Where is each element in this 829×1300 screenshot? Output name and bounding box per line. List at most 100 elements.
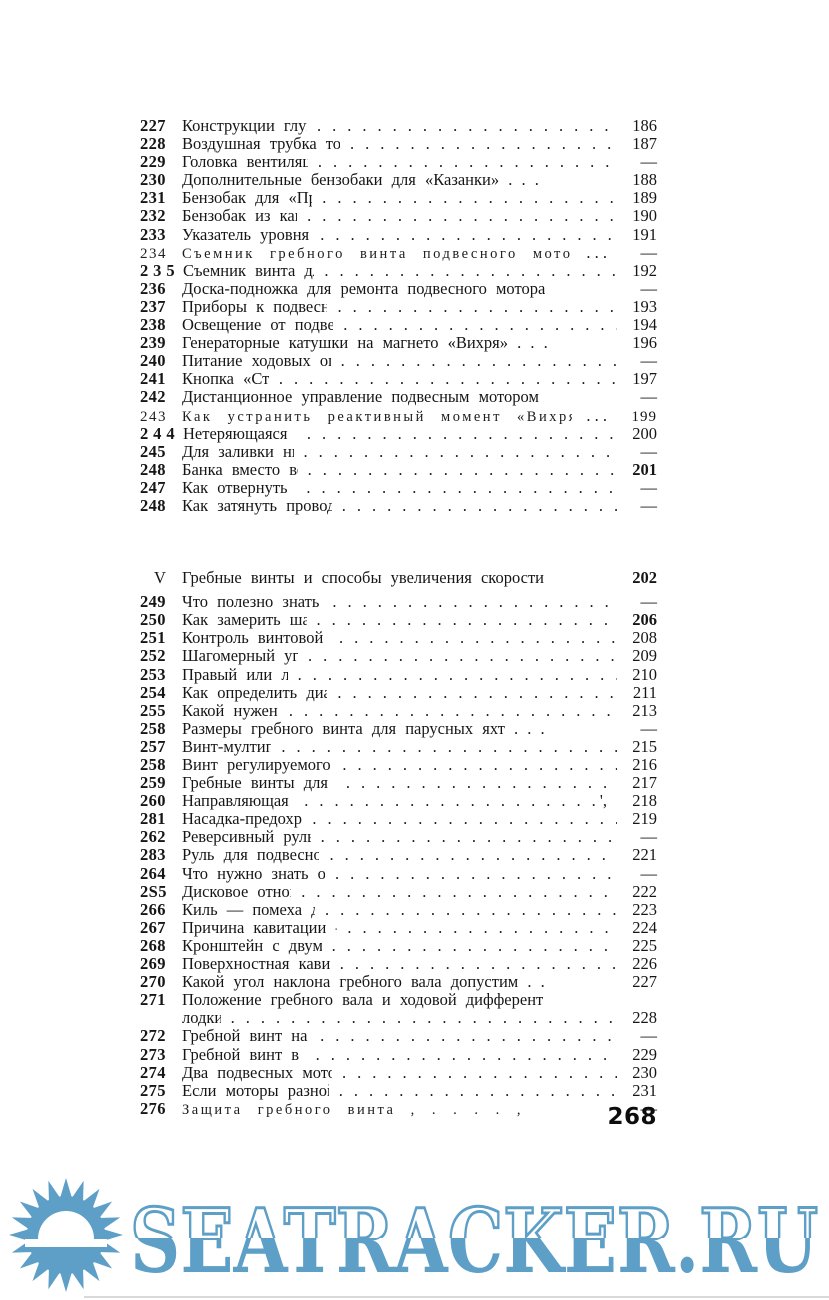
entry-title: Как замерить шаг винта. [182, 610, 307, 630]
entry-title: Насадка-предохранитель. [182, 809, 302, 829]
entry-number: 236 [140, 278, 166, 298]
entry-page-number: — [640, 152, 658, 172]
entry-page-number: 193 [632, 296, 657, 316]
toc-row: 268 Кронштейн с двумя опорами. .........… [140, 935, 657, 955]
dot-leader: .............................. [307, 206, 617, 226]
entry-title: Нетеряющаяся пробка. [183, 423, 297, 443]
entry-page-number: 202 [632, 568, 657, 588]
entry-number: 272 [140, 1026, 166, 1046]
toc-row: 228 Воздушная трубка топливного бака. ..… [140, 134, 657, 154]
entry-page-number: 191 [632, 224, 657, 244]
entry-title: Реверсивный руль-насадка. [182, 827, 311, 847]
entry-title: Воздушная трубка топливного бака. [182, 134, 340, 154]
dot-leader: .............................. [315, 1044, 617, 1064]
entry-page-number: 215 [632, 736, 657, 756]
dot-leader: .............................. [322, 188, 617, 208]
entry-page-number: 227 [632, 972, 657, 992]
entry-page-number: 229 [632, 1044, 657, 1064]
toc-row: 275 Если моторы разной мощности. .......… [140, 1080, 657, 1100]
entry-title: Для заливки нигрола. [182, 441, 294, 461]
entry-number: 237 [140, 296, 166, 316]
dot-leader: .............................. [317, 152, 617, 172]
toc-section-1: 227 Конструкции глушителей. ............… [140, 116, 658, 515]
dot-leader: .............................. [349, 134, 617, 154]
entry-title: Кнопка «Стоп». [182, 369, 269, 389]
entry-number: 273 [140, 1044, 166, 1064]
dot-leader: .............................. [342, 755, 617, 774]
toc-row: 253 Правый или левый? ..................… [140, 665, 657, 684]
entry-number: 248 [140, 495, 166, 515]
entry-number: 281 [140, 809, 166, 829]
entry-number: 283 [140, 845, 166, 865]
entry-page-number: 231 [632, 1080, 657, 1100]
entry-title: Если моторы разной мощности. [182, 1080, 329, 1100]
dot-leader: .............................. [320, 1026, 617, 1046]
entry-page-number: 216 [632, 755, 657, 774]
entry-title: Что нужно знать о кавитации. [182, 863, 325, 883]
entry-page-number: 223 [632, 899, 657, 919]
entry-number: 240 [140, 351, 166, 371]
toc-row: 267 Причина кавитации — кронштейн. .....… [140, 917, 657, 937]
entry-title: Съемник гребного винта подвесного мотора [182, 245, 573, 262]
entry-title: Бензобак для «Прогресса». [182, 188, 312, 208]
toc-row: 234 Съемник гребного винта подвесного мо… [140, 243, 657, 262]
entry-title: Дистанционное управление подвесным мотор… [182, 387, 539, 407]
entry-number: 266 [140, 899, 166, 919]
entry-page-number: 222 [632, 881, 657, 901]
toc-row: лодки. .............................. 22… [140, 1008, 657, 1027]
entry-number: 248 [140, 459, 166, 479]
entry-title: Размеры гребного винта для парусных яхт … [182, 718, 545, 738]
entry-number: 255 [140, 700, 166, 720]
entry-title: Дисковое отношение. [182, 881, 291, 901]
dot-leader: .............................. [338, 1080, 617, 1100]
toc-row: 230 Дополнительные бензобаки для «Казанк… [140, 170, 657, 190]
dot-leader: .............................. [332, 592, 617, 612]
toc-row: 250 Как замерить шаг винта. ............… [140, 610, 657, 630]
sun-icon [9, 1178, 123, 1292]
entry-number: 242 [140, 387, 166, 407]
entry-title: Два подвесных мотора на лодке. [182, 1062, 332, 1082]
entry-title: Дополнительные бензобаки для «Казанки» .… [182, 170, 539, 190]
entry-number: 249 [140, 592, 166, 612]
dot-leader: .............................. [340, 351, 617, 371]
entry-page-number: 206 [632, 610, 657, 630]
entry-number: 257 [140, 736, 166, 756]
dot-leader: .............................. [307, 459, 617, 479]
entry-title: Винт-мултипитч. [182, 736, 272, 756]
entry-number: 276 [140, 1098, 166, 1118]
entry-title: Доска-подножка для ремонта подвесного мо… [182, 278, 546, 298]
entry-page-number: — [640, 495, 658, 515]
dot-leader: .............................. [329, 845, 617, 865]
entry-number: 259 [140, 773, 166, 793]
toc-row: 236 Доска-подножка для ремонта подвесног… [140, 278, 657, 298]
entry-number: 2S5 [140, 881, 167, 901]
entry-page-number: — [640, 718, 658, 738]
toc-row: 251 Контроль винтовой поверхности ......… [140, 628, 657, 647]
entry-page-number: 219 [632, 809, 657, 829]
dot-leader: .............................. [337, 682, 617, 702]
entry-title: Причина кавитации — кронштейн. [182, 917, 337, 937]
toc-section-header-slot: V Гребные винты и способы увеличения ско… [140, 568, 657, 588]
entry-title: Какой нужен шаг. [182, 700, 279, 720]
entry-number: 254 [140, 682, 166, 702]
entry-page-number: — [640, 1026, 658, 1046]
toc-row: 245 Для заливки нигрола. ...............… [140, 441, 657, 461]
entry-page-number: 196 [632, 333, 657, 353]
entry-title: Генераторные катушки на магнето «Вихря» … [182, 333, 548, 353]
entry-page-number: 201 [632, 459, 657, 479]
dot-leader: .............................. [343, 315, 617, 335]
dot-leader: .............................. [341, 495, 617, 515]
entry-number: 268 [140, 935, 166, 955]
entry-page-number: — [640, 863, 658, 883]
toc-row: 231 Бензобак для «Прогресса». ..........… [140, 188, 657, 208]
entry-page-number: — [640, 592, 658, 612]
toc-row: 243 Как устранить реактивный момент «Вих… [140, 406, 657, 425]
toc-row: 252 Шагомерный угольник. ...............… [140, 646, 657, 665]
entry-page-number: 197 [632, 369, 657, 389]
toc-row: 274 Два подвесных мотора на лодке. .....… [140, 1062, 657, 1082]
dot-leader: .............................. [325, 899, 617, 919]
entry-title: Банка вместо воронки. [182, 459, 298, 479]
entry-page-number: — [640, 827, 658, 847]
entry-number: 264 [140, 863, 166, 883]
toc-row: 276 Защита гребного винта , . . . . , — [140, 1098, 657, 1118]
